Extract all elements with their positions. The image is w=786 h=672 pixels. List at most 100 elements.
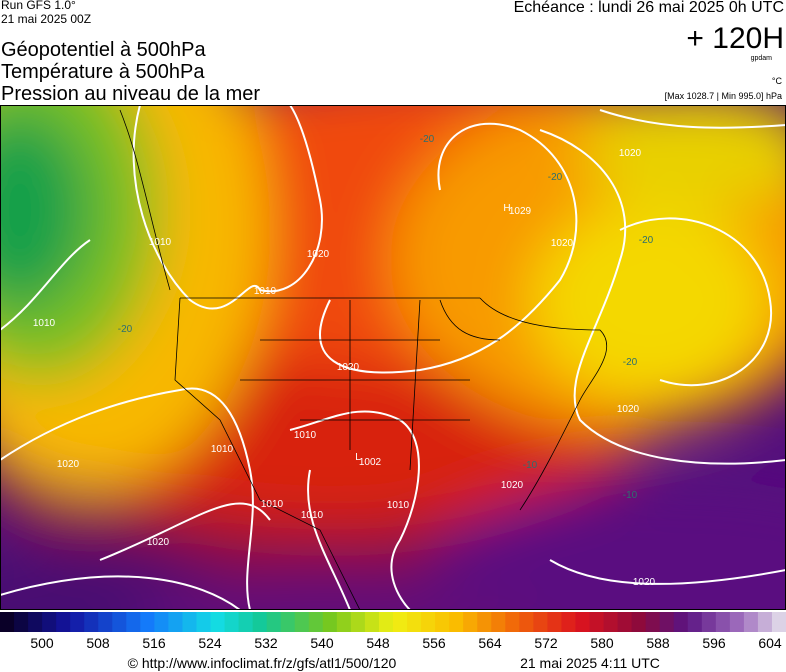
colorbar-label: 556 — [422, 635, 446, 651]
colorbar-label: 588 — [646, 635, 670, 651]
colorbar-swatch — [547, 612, 562, 632]
colorbar-swatch — [505, 612, 520, 632]
colorbar-swatch — [98, 612, 113, 632]
isobar-label: 1010 — [301, 510, 324, 521]
colorbar-label: 516 — [142, 635, 166, 651]
colorbar-swatch — [350, 612, 366, 632]
colorbar-swatch — [435, 612, 450, 632]
colorbar-swatch — [729, 612, 745, 632]
colorbar-swatch — [56, 612, 71, 632]
colorbar-label: 532 — [254, 635, 278, 651]
colorbar-swatch — [533, 612, 548, 632]
isobar-label: 1010 — [261, 499, 284, 510]
isobar-label: 1020 — [307, 249, 330, 260]
isobar-label: 1020 — [619, 148, 642, 159]
run-label: Run GFS 1.0° — [1, 0, 76, 12]
colorbar-label: 500 — [30, 635, 54, 651]
colorbar-swatch — [561, 612, 576, 632]
isobars — [0, 105, 786, 610]
geopotential-units: gpdam — [751, 55, 773, 62]
isobar-label: 1010 — [387, 500, 410, 511]
colorbar-swatch — [645, 612, 661, 632]
colorbar-swatch — [280, 612, 296, 632]
colorbar-swatch — [294, 612, 310, 632]
colorbar-swatch — [112, 612, 127, 632]
borders — [119, 109, 607, 610]
colorbar-swatch — [28, 612, 43, 632]
temperature-label: -10 — [523, 460, 538, 471]
colorbar-swatch — [617, 612, 633, 632]
colorbar-label: 548 — [366, 635, 390, 651]
colorbar-swatch — [126, 612, 141, 632]
colorbar-label: 540 — [310, 635, 334, 651]
isobar-label: 1029 — [509, 206, 532, 217]
colorbar-swatch — [701, 612, 717, 632]
colorbar-swatch — [757, 612, 773, 632]
colorbar-swatch — [364, 612, 380, 632]
colorbar-swatch — [308, 612, 324, 632]
colorbar-swatch — [715, 612, 731, 632]
temperature-label: -10 — [623, 490, 638, 501]
isobar-label: 1010 — [294, 430, 317, 441]
temperature-label: -20 — [548, 172, 563, 183]
colorbar-swatch — [210, 612, 226, 632]
temperature-label: -20 — [118, 324, 133, 335]
colorbar-label: 572 — [534, 635, 558, 651]
isobar-label: 1002 — [359, 457, 382, 468]
colorbar-swatch — [140, 612, 155, 632]
colorbar-swatch — [70, 612, 85, 632]
title-line: Température à 500hPa — [1, 61, 205, 83]
colorbar-label: 564 — [478, 635, 502, 651]
colorbar-swatch — [603, 612, 619, 632]
source-url: © http://www.infoclimat.fr/z/gfs/atl1/50… — [128, 655, 397, 671]
lead-time: + 120H — [686, 22, 784, 55]
colorbar-swatch — [336, 612, 352, 632]
colorbar-label: 604 — [758, 635, 782, 651]
colorbar-swatch — [14, 612, 29, 632]
colorbar-swatch — [224, 612, 240, 632]
isobar-label: 1010 — [254, 286, 277, 297]
colorbar-swatch — [154, 612, 169, 632]
colorbar-swatch — [673, 612, 689, 632]
colorbar-swatch — [0, 612, 15, 632]
colorbar-swatch — [491, 612, 506, 632]
isobar-label: 1020 — [147, 537, 170, 548]
colorbar-swatch — [519, 612, 534, 632]
isobar-label: 1010 — [211, 444, 234, 455]
colorbar: 500 508 516 524 532 540 548 556 564 572 580 588 596 6… — [0, 612, 786, 651]
colorbar-swatch — [421, 612, 436, 632]
pressure-range: [Max 1028.7 | Min 995.0] hPa — [665, 91, 782, 101]
colorbar-swatch — [449, 612, 464, 632]
isobar-label: 1010 — [33, 318, 56, 329]
temperature-label: -20 — [639, 235, 654, 246]
colorbar-swatch — [659, 612, 675, 632]
isobar-label: 1020 — [617, 404, 640, 415]
isobar-label: 1020 — [551, 238, 574, 249]
colorbar-swatch — [407, 612, 422, 632]
colorbar-swatch — [378, 612, 394, 632]
colorbar-swatch — [463, 612, 478, 632]
colorbar-swatch — [168, 612, 183, 632]
isobar-label: H — [503, 203, 510, 214]
colorbar-label: 580 — [590, 635, 614, 651]
isobar-label: L — [355, 452, 361, 463]
colorbar-swatch — [477, 612, 492, 632]
colorbar-swatch — [266, 612, 282, 632]
isobar-label: 1020 — [633, 577, 656, 588]
colorbar-swatch — [322, 612, 338, 632]
isobar-label: 1020 — [501, 480, 524, 491]
temperature-label: -20 — [623, 357, 638, 368]
colorbar-swatch — [743, 612, 759, 632]
colorbar-swatch — [771, 612, 786, 632]
colorbar-swatch — [196, 612, 212, 632]
isobar-label: 1020 — [57, 459, 80, 470]
temperature-units: °C — [772, 76, 783, 86]
forecast-time: Echéance : lundi 26 mai 2025 0h UTC — [514, 0, 784, 16]
isobar-label: 1020 — [337, 362, 360, 373]
timestamp: 21 mai 2025 4:11 UTC — [520, 655, 660, 671]
